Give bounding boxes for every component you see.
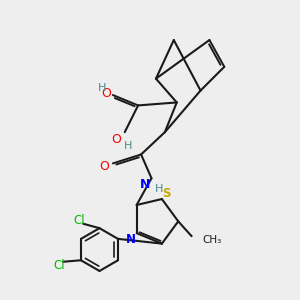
Text: H: H bbox=[155, 184, 163, 194]
Text: O: O bbox=[111, 133, 121, 146]
Text: H: H bbox=[124, 140, 132, 151]
Text: N: N bbox=[140, 178, 150, 191]
Text: CH₃: CH₃ bbox=[202, 235, 221, 245]
Text: O: O bbox=[99, 160, 109, 173]
Text: H: H bbox=[98, 82, 106, 93]
Text: O: O bbox=[101, 87, 111, 100]
Text: Cl: Cl bbox=[54, 259, 65, 272]
Text: N: N bbox=[126, 233, 136, 246]
Text: S: S bbox=[162, 188, 171, 200]
Text: Cl: Cl bbox=[74, 214, 85, 227]
